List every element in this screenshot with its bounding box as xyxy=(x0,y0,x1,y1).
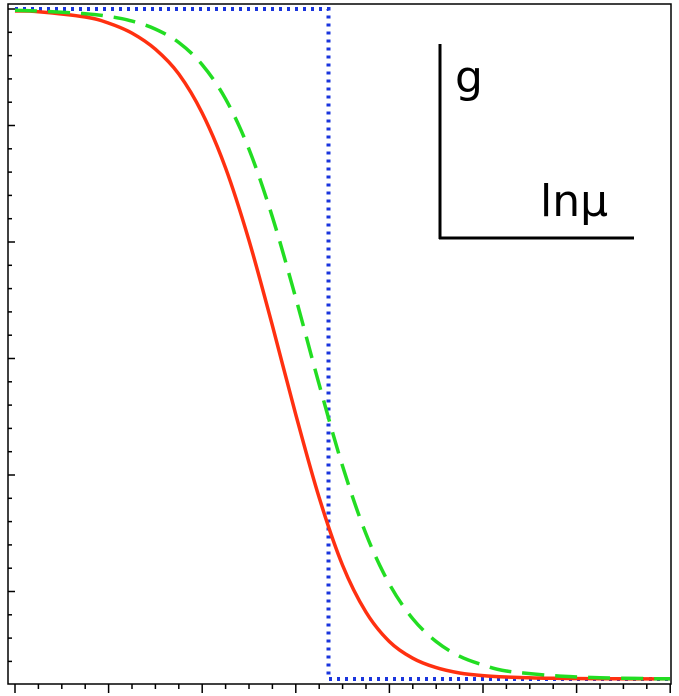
series-group xyxy=(14,7,671,681)
series-solid-line xyxy=(14,9,670,681)
series-dotted-step xyxy=(15,7,670,681)
plot-frame xyxy=(7,3,672,685)
axis-ticks xyxy=(8,8,671,693)
series-dashed-line xyxy=(14,8,671,681)
inset-x-label: lnμ xyxy=(540,176,608,227)
inset-axes: g lnμ xyxy=(438,44,634,240)
inset-y-label: g xyxy=(455,52,483,103)
